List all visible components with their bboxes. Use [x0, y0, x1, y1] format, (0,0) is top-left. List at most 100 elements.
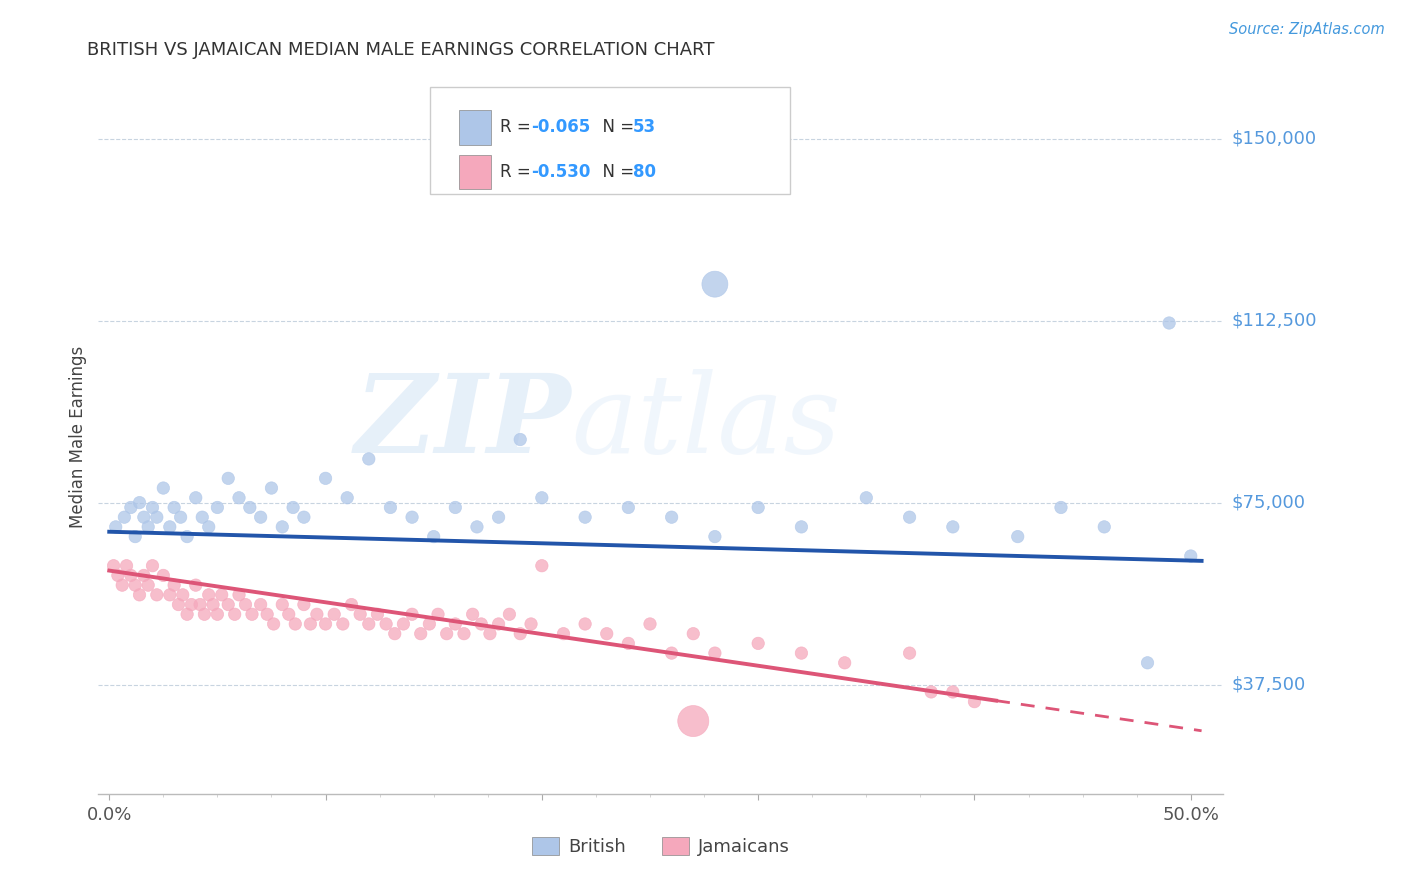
Text: 53: 53: [633, 119, 655, 136]
Text: R =: R =: [501, 163, 536, 181]
Point: [530, 558, 553, 573]
Point: [898, 646, 921, 660]
Point: [172, 588, 194, 602]
Text: N =: N =: [592, 119, 640, 136]
Text: $75,000: $75,000: [1232, 493, 1306, 512]
Text: $112,500: $112,500: [1232, 311, 1317, 329]
Point: [682, 714, 704, 728]
Point: [239, 500, 262, 515]
Point: [392, 617, 415, 632]
Point: [235, 598, 257, 612]
Point: [103, 558, 125, 573]
Text: 80: 80: [633, 163, 655, 181]
Text: BRITISH VS JAMAICAN MEDIAN MALE EARNINGS CORRELATION CHART: BRITISH VS JAMAICAN MEDIAN MALE EARNINGS…: [87, 41, 714, 59]
Point: [136, 578, 159, 592]
Point: [271, 598, 294, 612]
Point: [146, 510, 169, 524]
Text: atlas: atlas: [571, 369, 841, 476]
Point: [332, 617, 354, 632]
Point: [128, 588, 150, 602]
Point: [596, 626, 619, 640]
Point: [349, 607, 371, 622]
Point: [112, 510, 135, 524]
FancyBboxPatch shape: [430, 87, 790, 194]
Point: [120, 568, 142, 582]
Point: [128, 495, 150, 509]
Point: [141, 500, 163, 515]
Point: [790, 520, 813, 534]
Point: [146, 588, 169, 602]
Point: [340, 598, 363, 612]
FancyBboxPatch shape: [460, 111, 491, 145]
Point: [159, 520, 181, 534]
Point: [260, 481, 283, 495]
Point: [132, 510, 155, 524]
Text: $37,500: $37,500: [1232, 675, 1306, 694]
Point: [661, 646, 683, 660]
Point: [703, 277, 725, 292]
Point: [197, 588, 219, 602]
Point: [520, 617, 543, 632]
Point: [509, 433, 531, 447]
Text: Source: ZipAtlas.com: Source: ZipAtlas.com: [1229, 22, 1385, 37]
Text: ZIP: ZIP: [354, 369, 571, 476]
Point: [617, 636, 640, 650]
Point: [747, 636, 769, 650]
Text: N =: N =: [592, 163, 640, 181]
Point: [176, 607, 198, 622]
Point: [357, 451, 380, 466]
Point: [228, 588, 250, 602]
Point: [104, 520, 127, 534]
Point: [942, 685, 965, 699]
Point: [453, 626, 475, 640]
Point: [188, 598, 211, 612]
Point: [120, 500, 142, 515]
Point: [747, 500, 769, 515]
Point: [703, 646, 725, 660]
Point: [323, 607, 346, 622]
Point: [284, 617, 307, 632]
Point: [169, 510, 191, 524]
Text: -0.530: -0.530: [531, 163, 591, 181]
Point: [292, 510, 315, 524]
Point: [207, 500, 229, 515]
Point: [277, 607, 299, 622]
Point: [375, 617, 398, 632]
Point: [703, 530, 725, 544]
Point: [152, 481, 174, 495]
Point: [197, 520, 219, 534]
Legend: British, Jamaicans: British, Jamaicans: [524, 830, 797, 863]
Point: [553, 626, 575, 640]
Point: [124, 530, 146, 544]
Point: [191, 510, 214, 524]
Point: [422, 530, 444, 544]
Point: [315, 471, 337, 485]
Point: [240, 607, 263, 622]
Point: [336, 491, 359, 505]
Point: [224, 607, 246, 622]
Point: [167, 598, 190, 612]
Point: [202, 598, 225, 612]
Point: [256, 607, 278, 622]
Point: [401, 607, 423, 622]
Point: [184, 578, 207, 592]
Point: [193, 607, 215, 622]
Y-axis label: Median Male Earnings: Median Male Earnings: [69, 346, 87, 528]
Point: [249, 510, 271, 524]
Point: [790, 646, 813, 660]
Point: [163, 578, 186, 592]
Point: [159, 588, 181, 602]
Point: [461, 607, 484, 622]
Point: [444, 500, 467, 515]
Point: [366, 607, 388, 622]
Point: [163, 500, 186, 515]
Point: [111, 578, 134, 592]
Point: [211, 588, 233, 602]
Point: [271, 520, 294, 534]
Point: [401, 510, 423, 524]
Point: [176, 530, 198, 544]
Point: [141, 558, 163, 573]
Point: [152, 568, 174, 582]
Text: $150,000: $150,000: [1232, 129, 1316, 147]
Point: [1180, 549, 1202, 563]
